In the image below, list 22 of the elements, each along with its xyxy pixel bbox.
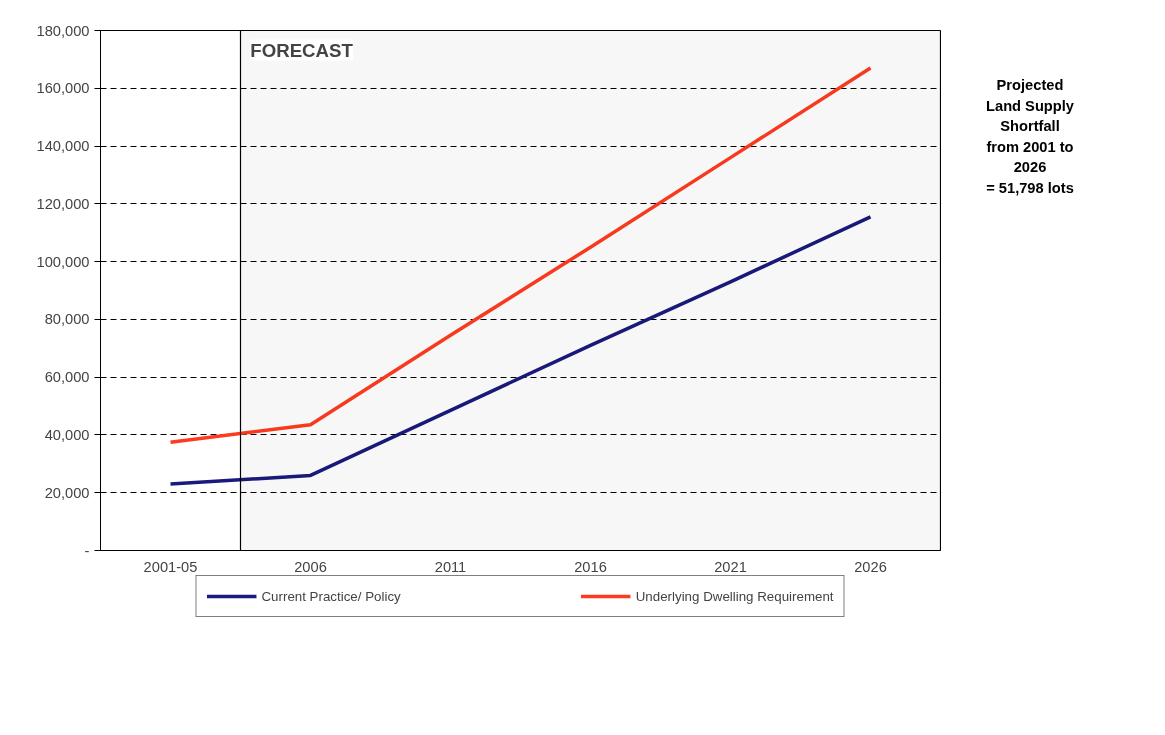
- x-tick-label: 2021: [714, 558, 747, 575]
- y-tick-label: 100,000: [36, 253, 90, 270]
- line-series: [168, 215, 873, 486]
- band-label: FORECAST: [250, 39, 354, 61]
- text: Projected Land Supply Shortfall from 2001 to 2026 = 51,798 lots: [986, 76, 1074, 198]
- x-tick-label: 2016: [574, 558, 607, 575]
- y-tick-label: 160,000: [36, 80, 90, 97]
- x-tick-label: 2001-05: [143, 558, 198, 575]
- x-tick-label: 2026: [854, 558, 887, 575]
- y-tick-label: 40,000: [44, 426, 90, 443]
- y-tick-label: 20,000: [44, 484, 90, 501]
- x-tick-label: 2011: [434, 558, 467, 575]
- y-tick-label: 120,000: [36, 195, 90, 212]
- legend-label: Current Practice/ Policy: [261, 588, 401, 604]
- y-tick-label: -: [84, 542, 90, 559]
- x-tick-label: 2006: [294, 558, 327, 575]
- legend-label: Underlying Dwelling Requirement: [635, 588, 834, 604]
- y-tick-label: 180,000: [36, 22, 90, 39]
- y-tick-label: 140,000: [36, 138, 90, 155]
- y-tick-label: 80,000: [44, 311, 90, 328]
- line-series: [168, 66, 873, 444]
- y-tick-label: 60,000: [44, 369, 90, 386]
